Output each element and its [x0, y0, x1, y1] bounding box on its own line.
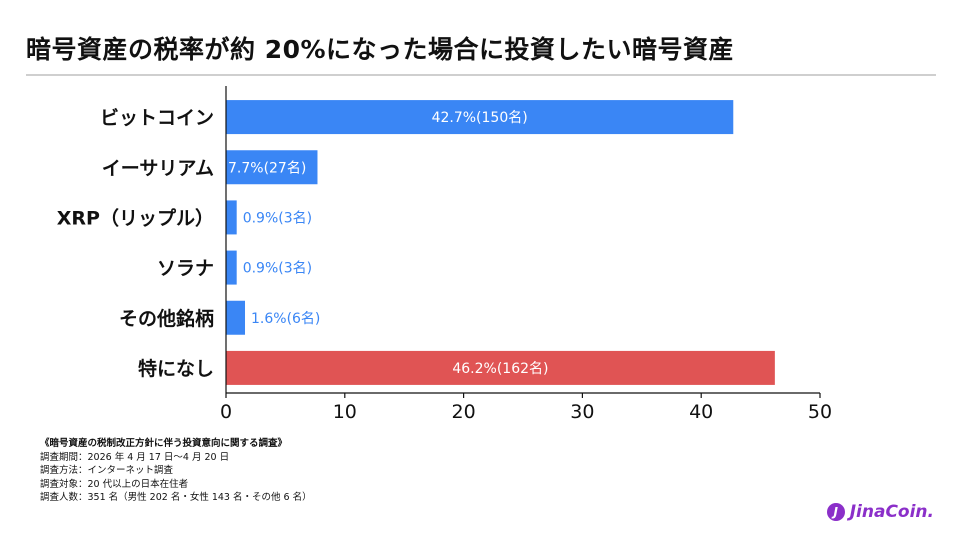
title-divider: [26, 74, 936, 76]
data-label-1: 7.7%(27名): [228, 160, 306, 176]
chart-title: 暗号資産の税率が約 20%になった場合に投資したい暗号資産: [26, 35, 735, 64]
logo-mark-icon: J: [826, 503, 845, 521]
logo-text: JinaCoin.: [849, 502, 934, 522]
x-tick-label-3: 30: [570, 401, 594, 423]
survey-notes: 《暗号資産の税制改正方針に伴う投資意向に関する調査》 調査期間：2026 年 4…: [40, 437, 312, 505]
survey-target: 調査対象：20 代以上の日本在住者: [40, 478, 189, 490]
category-label-1: イーサリアム: [102, 157, 214, 179]
x-tick-label-2: 20: [452, 401, 476, 423]
bar-0: [226, 100, 734, 135]
data-label-0: 42.7%(150名): [432, 110, 528, 126]
survey-notes-title: 《暗号資産の税制改正方針に伴う投資意向に関する調査》: [40, 438, 288, 449]
survey-count: 調査人数：351 名（男性 202 名・女性 143 名・その他 6 名）: [40, 492, 312, 504]
data-label-4: 1.6%(6名): [251, 311, 320, 327]
bar-2: [226, 200, 237, 235]
category-label-5: 特になし: [138, 358, 214, 380]
data-label-2: 0.9%(3名): [243, 210, 312, 226]
category-label-0: ビットコイン: [100, 107, 214, 129]
x-tick-label-4: 40: [689, 401, 713, 423]
survey-period: 調査期間：2026 年 4 月 17 日〜4 月 20 日: [40, 451, 230, 463]
bar-5: [226, 350, 775, 385]
x-tick-label-1: 10: [333, 401, 357, 423]
x-tick-label-5: 50: [808, 401, 832, 423]
bar-4: [226, 300, 246, 335]
bar-chart: ビットコイン 42.7%(150名) イーサリアム 7.7%(27名) XRP（リップル…: [57, 86, 832, 423]
category-label-4: その他銘柄: [119, 307, 214, 330]
data-label-3: 0.9%(3名): [243, 261, 312, 277]
bar-3: [226, 250, 237, 285]
data-label-5: 46.2%(162名): [452, 361, 548, 377]
jinacoin-logo: J JinaCoin.: [826, 502, 934, 522]
category-label-3: ソラナ: [157, 258, 214, 280]
x-tick-label-0: 0: [220, 401, 232, 423]
category-label-2: XRP（リップル）: [57, 206, 214, 229]
survey-method: 調査方法：インターネット調査: [40, 465, 174, 477]
bar-1: [226, 150, 318, 185]
